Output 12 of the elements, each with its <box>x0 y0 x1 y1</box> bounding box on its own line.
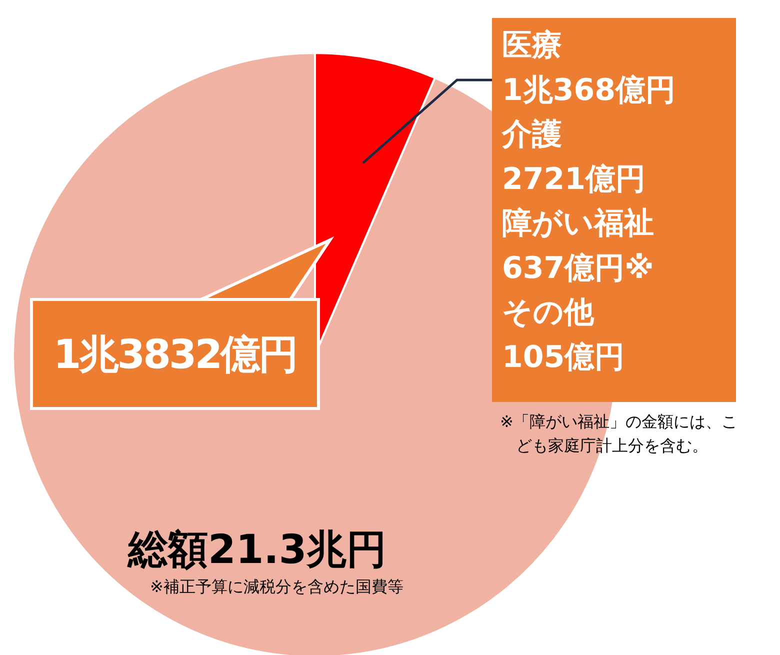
text: 1兆3832億円 <box>30 298 320 410</box>
text: 総額21.3兆円 <box>128 526 387 575</box>
text: 105億円 <box>502 338 626 376</box>
text: 637億円※ <box>502 250 655 288</box>
text: 1兆368億円 <box>502 72 676 110</box>
text: 医療 <box>502 27 563 65</box>
text: 2721億円 <box>502 160 646 198</box>
text: ※補正予算に減税分を含めた国費等 <box>150 577 404 598</box>
text: ※「障がい福祉」の金額には、こども家庭庁計上分を含む。 <box>500 411 738 457</box>
text: 障がい福祉 <box>502 205 655 243</box>
text: その他 <box>502 294 596 332</box>
text: 介護 <box>502 116 563 154</box>
